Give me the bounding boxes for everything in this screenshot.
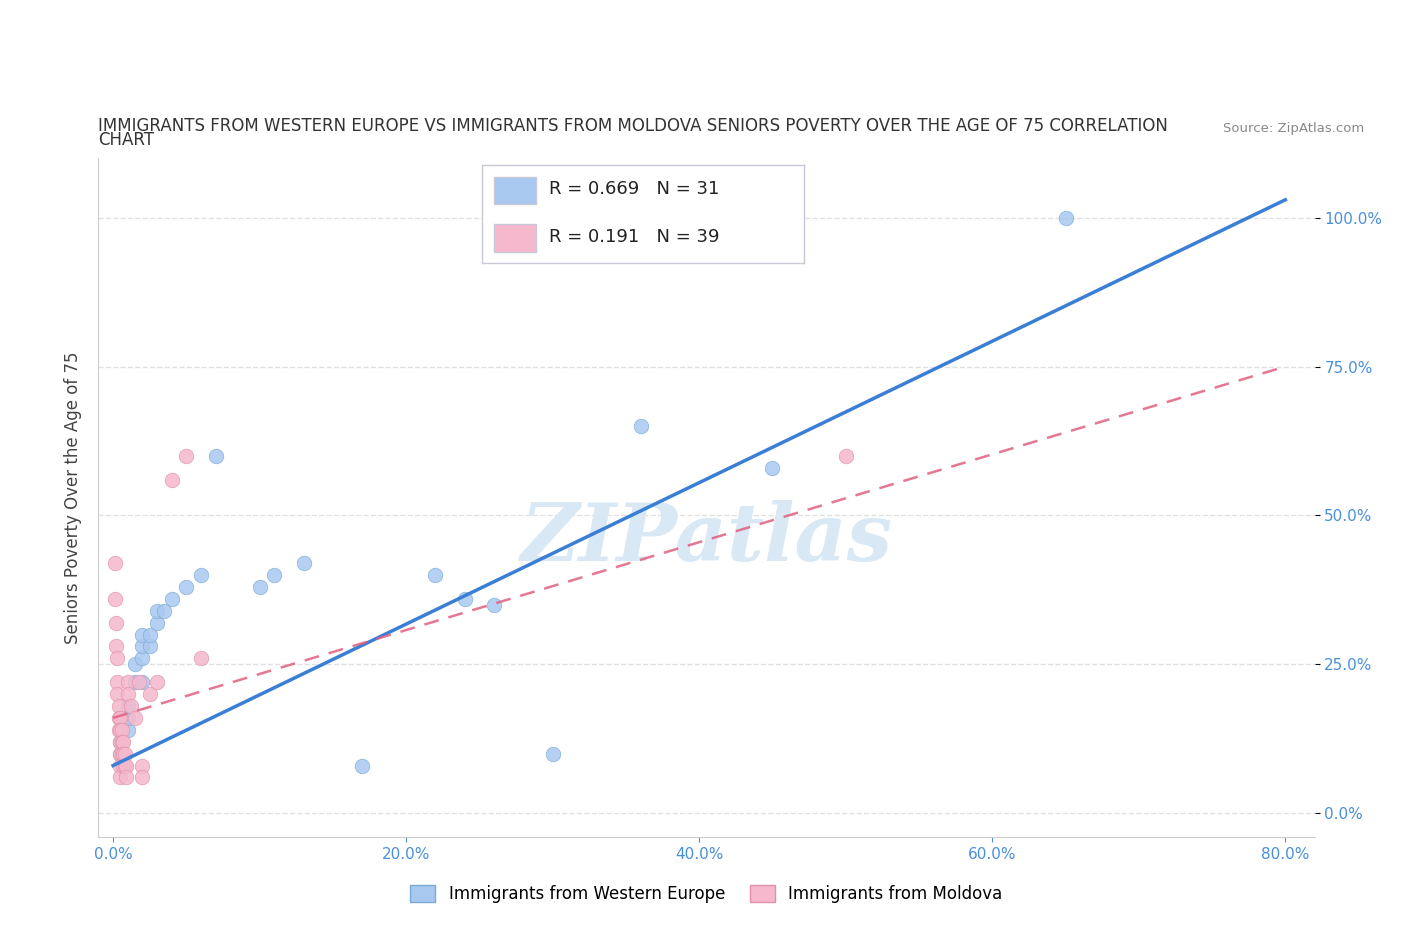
Point [249, 579, 271, 594]
Point [108, 723, 131, 737]
Text: R = 0.669   N = 31: R = 0.669 N = 31 [550, 180, 720, 198]
Point [117, 711, 139, 725]
Text: ZIPatlas: ZIPatlas [520, 499, 893, 577]
Point [112, 735, 135, 750]
Point [117, 686, 139, 701]
Point [138, 627, 160, 642]
Text: CHART: CHART [98, 131, 155, 149]
Point [541, 746, 564, 761]
Point [110, 770, 132, 785]
Point [124, 711, 146, 725]
Point [160, 591, 183, 606]
Point [114, 746, 136, 761]
Point [110, 723, 132, 737]
Point [110, 735, 132, 750]
Point [110, 758, 132, 773]
Point [108, 698, 131, 713]
Point [835, 448, 858, 463]
Point [761, 460, 783, 475]
Point [111, 723, 134, 737]
Point [292, 555, 315, 570]
Point [190, 651, 212, 666]
Point [111, 735, 134, 750]
Point [131, 770, 153, 785]
Y-axis label: Seniors Poverty Over the Age of 75: Seniors Poverty Over the Age of 75 [65, 352, 83, 644]
Point [103, 591, 125, 606]
Point [110, 746, 132, 761]
Point [103, 555, 125, 570]
Point [105, 639, 128, 654]
Point [128, 675, 150, 690]
Point [176, 448, 198, 463]
FancyBboxPatch shape [495, 224, 536, 251]
Point [108, 711, 131, 725]
Point [110, 735, 132, 750]
Point [131, 627, 153, 642]
Text: Source: ZipAtlas.com: Source: ZipAtlas.com [1223, 122, 1364, 135]
Point [112, 758, 135, 773]
Point [111, 746, 134, 761]
Point [105, 615, 128, 630]
Point [138, 639, 160, 654]
Point [114, 758, 136, 773]
Text: IMMIGRANTS FROM WESTERN EUROPE VS IMMIGRANTS FROM MOLDOVA SENIORS POVERTY OVER T: IMMIGRANTS FROM WESTERN EUROPE VS IMMIGR… [98, 117, 1168, 135]
Point [190, 567, 212, 582]
Point [1054, 210, 1077, 225]
Point [110, 746, 132, 761]
Point [138, 686, 160, 701]
Point [263, 567, 285, 582]
Point [146, 675, 169, 690]
Point [107, 651, 129, 666]
Point [115, 770, 138, 785]
Point [110, 711, 132, 725]
Point [146, 604, 169, 618]
Point [153, 604, 176, 618]
Point [117, 723, 139, 737]
Point [117, 698, 139, 713]
Point [131, 758, 153, 773]
Point [112, 746, 135, 761]
Point [131, 639, 153, 654]
Point [124, 675, 146, 690]
Point [117, 675, 139, 690]
Point [454, 591, 477, 606]
Point [146, 615, 169, 630]
Point [107, 686, 129, 701]
Point [107, 675, 129, 690]
Point [131, 675, 153, 690]
Text: R = 0.191   N = 39: R = 0.191 N = 39 [550, 228, 720, 246]
Point [176, 579, 198, 594]
Point [115, 758, 138, 773]
Legend: Immigrants from Western Europe, Immigrants from Moldova: Immigrants from Western Europe, Immigran… [404, 879, 1010, 910]
Point [124, 657, 146, 671]
Point [425, 567, 447, 582]
Point [204, 448, 226, 463]
Point [160, 472, 183, 487]
Point [120, 698, 142, 713]
Point [352, 758, 374, 773]
Point [630, 418, 652, 433]
FancyBboxPatch shape [495, 177, 536, 205]
Point [131, 651, 153, 666]
Point [482, 597, 505, 612]
